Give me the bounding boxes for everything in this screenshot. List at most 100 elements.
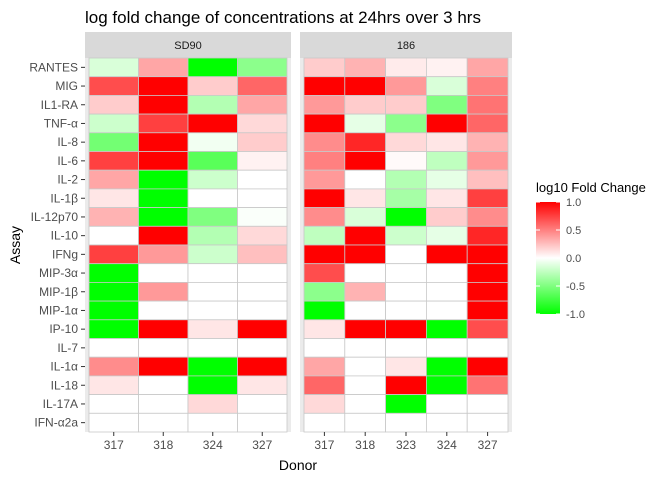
y-tick-label: IL-10 — [51, 229, 79, 243]
heatmap-cell — [187, 169, 238, 190]
heatmap-cell — [425, 412, 468, 433]
heatmap-cell — [88, 338, 139, 358]
heatmap-cell — [344, 356, 386, 377]
heatmap-cell — [425, 319, 468, 339]
x-tick-label: 327 — [252, 438, 272, 452]
heatmap-cell — [138, 281, 189, 302]
heatmap-cell — [425, 375, 468, 395]
heatmap-cell — [385, 95, 427, 115]
heatmap-cell — [385, 319, 427, 339]
heatmap-cell — [385, 394, 427, 414]
heatmap-cell — [138, 244, 189, 265]
heatmap-cell — [303, 244, 346, 265]
heatmap-cell — [425, 132, 468, 152]
heatmap-cell — [344, 95, 386, 115]
heatmap-cell — [88, 188, 139, 208]
legend-tick-label: 0.5 — [566, 225, 581, 237]
heatmap-cell — [385, 151, 427, 171]
y-tick-label: IL-6 — [57, 154, 78, 168]
heatmap-cell — [88, 281, 139, 302]
heatmap-cell — [466, 412, 509, 433]
heatmap-cell — [466, 169, 509, 190]
heatmap-cell — [237, 394, 288, 414]
heatmap-cell — [138, 76, 189, 96]
heatmap-cell — [303, 375, 346, 395]
heatmap-cell — [88, 244, 139, 265]
heatmap-cell — [466, 113, 509, 134]
x-tick-label: 317 — [314, 438, 334, 452]
heatmap-cell — [138, 132, 189, 152]
heatmap-cell — [425, 356, 468, 377]
heatmap-cell — [237, 76, 288, 96]
heatmap-cell — [303, 225, 346, 246]
heatmap-cell — [237, 356, 288, 377]
heatmap-cell — [425, 169, 468, 190]
legend-tick-label: 0.0 — [566, 253, 581, 265]
heatmap-cell — [237, 95, 288, 115]
heatmap-cell — [385, 244, 427, 265]
x-tick-label: 324 — [437, 438, 457, 452]
heatmap-cell — [88, 300, 139, 321]
legend-tick-label: 1.0 — [566, 197, 581, 209]
heatmap-cell — [466, 394, 509, 414]
heatmap-cell — [344, 375, 386, 395]
heatmap-cell — [425, 188, 468, 208]
panel-SD90: SD90 317 318 324 327 — [85, 32, 291, 452]
heatmap-cell — [88, 394, 139, 414]
legend-tick-label: -0.5 — [566, 281, 585, 293]
heatmap-cell — [303, 113, 346, 134]
y-tick-label: IP-10 — [49, 322, 78, 336]
heatmap-cell — [425, 113, 468, 134]
legend-ticks: 1.0 0.5 0.0 -0.5 -1.0 — [536, 197, 585, 321]
chart-title: log fold change of concentrations at 24h… — [85, 8, 481, 27]
heatmap-cell — [187, 281, 238, 302]
x-tick-label: 324 — [203, 438, 223, 452]
y-tick-label: IL-1β — [50, 191, 78, 205]
heatmap-cell — [344, 412, 386, 433]
heatmap-cell — [303, 207, 346, 227]
facet-strip-label: 186 — [397, 40, 415, 52]
heatmap-cell — [88, 263, 139, 283]
heatmap-cell — [425, 57, 468, 78]
heatmap-cell — [385, 338, 427, 358]
heatmap-cell — [187, 57, 238, 78]
heatmap-cell — [303, 356, 346, 377]
y-tick-label: IL-18 — [51, 378, 79, 392]
heatmap-cell — [425, 281, 468, 302]
heatmap-cell — [303, 169, 346, 190]
heatmap-cell — [187, 132, 238, 152]
heatmap-cell — [138, 375, 189, 395]
heatmap-cell — [425, 394, 468, 414]
heatmap-cell — [88, 151, 139, 171]
heatmap-cell — [88, 132, 139, 152]
heatmap-cell — [466, 151, 509, 171]
y-tick-label: MIP-1β — [39, 285, 78, 299]
heatmap-cell — [237, 188, 288, 208]
heatmap-cell — [425, 151, 468, 171]
heatmap-cell — [138, 188, 189, 208]
x-tick-label: 318 — [153, 438, 173, 452]
heatmap-cell — [138, 151, 189, 171]
facet-strip — [85, 32, 291, 58]
heatmap-cell — [303, 57, 346, 78]
heatmap-cell — [466, 57, 509, 78]
heatmap-cell — [88, 113, 139, 134]
heatmap-cell — [237, 225, 288, 246]
heatmap-panels: SD90 317 318 324 327 186 317 318 323 324 327 — [85, 32, 512, 452]
heatmap-cell — [385, 356, 427, 377]
heatmap-cell — [466, 319, 509, 339]
heatmap-cell — [303, 394, 346, 414]
heatmap-cell — [88, 76, 139, 96]
y-tick-label: IFNg — [52, 247, 78, 261]
heatmap-cell — [466, 207, 509, 227]
y-tick-labels: RANTES MIG IL1-RA TNF-α IL-8 IL-6 IL-2 IL-1β IL-… — [29, 60, 85, 430]
heatmap-cell — [88, 412, 139, 433]
heatmap-cell — [425, 300, 468, 321]
heatmap-cell — [344, 338, 386, 358]
heatmap-cell — [425, 263, 468, 283]
y-tick-label: MIG — [55, 79, 78, 93]
legend-title: log10 Fold Change — [536, 180, 646, 195]
heatmap-cell — [138, 319, 189, 339]
heatmap-cell — [187, 300, 238, 321]
y-tick-label: IL-2 — [57, 173, 78, 187]
